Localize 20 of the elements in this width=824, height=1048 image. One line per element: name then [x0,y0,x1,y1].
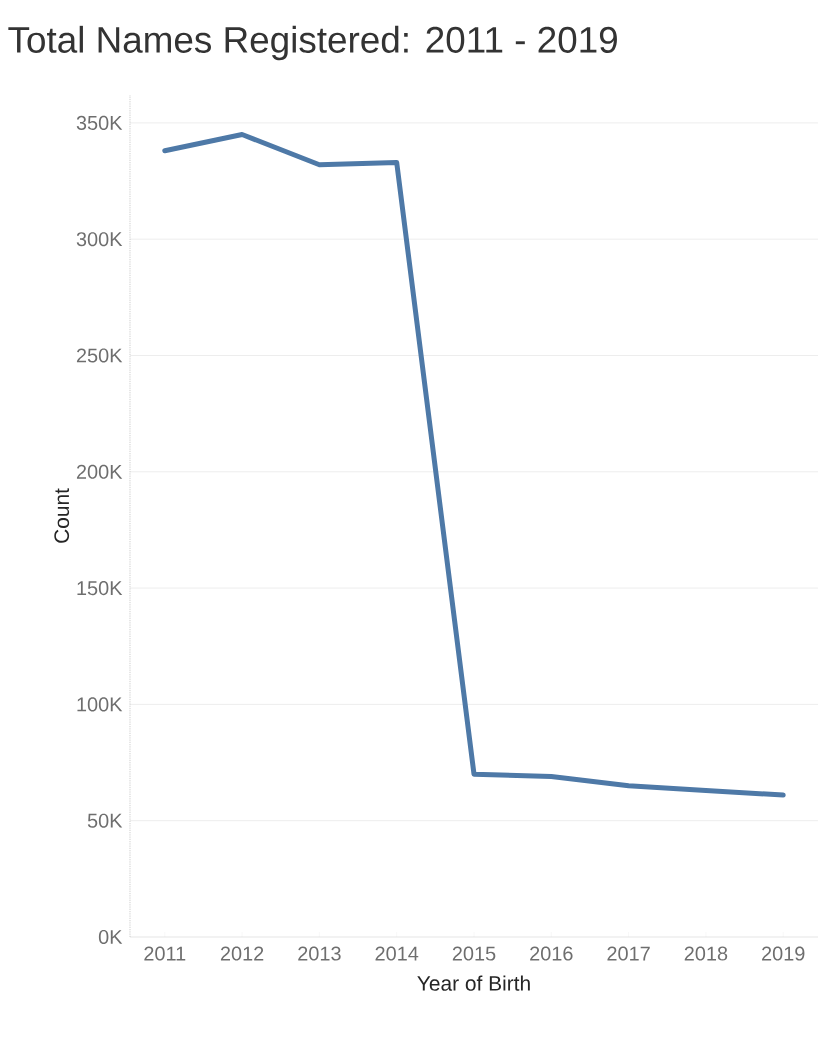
y-tick-label: 0K [98,929,123,945]
x-axis-title: Year of Birth [417,975,530,991]
y-tick-label: 350K [76,115,123,130]
y-tick-label: 250K [76,348,123,363]
y-tick-label: 200K [76,464,123,479]
x-tick-label: 2013 [298,946,341,961]
x-tick-label: 2019 [762,946,805,961]
y-axis-title: Count [54,488,70,543]
y-tick-label: 100K [77,697,123,712]
y-tick-label: 50K [87,813,123,828]
x-tick-label: 2017 [607,946,650,961]
x-tick-label: 2011 [144,946,186,961]
x-tick-label: 2012 [220,946,264,961]
x-tick-label: 2014 [375,946,419,961]
y-tick-label: 300K [76,232,123,247]
y-tick-label: 150K [77,581,123,596]
x-tick-label: 2018 [684,946,728,961]
x-tick-label: 2016 [530,946,573,961]
chart-title: Total Names Registered: 2011 - 2019 [8,25,617,61]
x-tick-label: 2015 [452,946,496,961]
